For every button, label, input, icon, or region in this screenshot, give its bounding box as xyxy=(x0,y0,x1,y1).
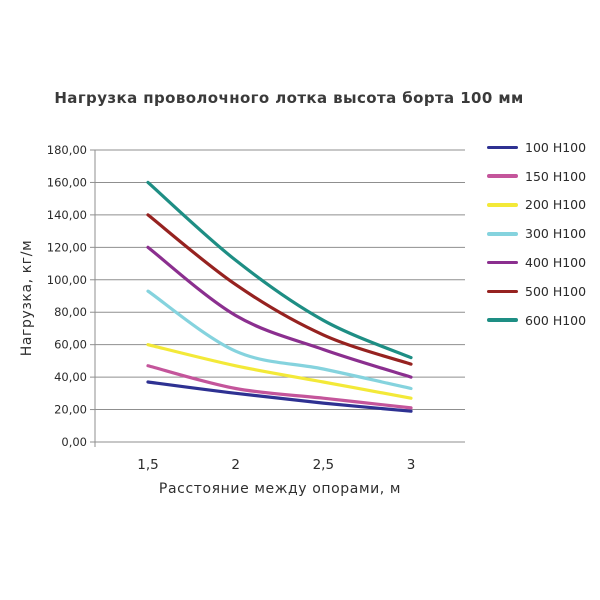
legend-label: 400 H100 xyxy=(525,255,587,271)
x-tick-label: 3 xyxy=(407,457,416,473)
x-tick-label: 2 xyxy=(231,457,240,473)
legend-item: 150 H100 xyxy=(487,162,586,191)
legend-label: 100 H100 xyxy=(525,139,587,155)
legend-item: 600 H100 xyxy=(487,306,586,335)
y-tick-label: 60,00 xyxy=(54,338,87,352)
legend-item: 100 H100 xyxy=(487,133,586,162)
series-line-200-h100 xyxy=(146,343,413,400)
y-tick-label: 40,00 xyxy=(54,370,87,384)
legend-label: 500 H100 xyxy=(525,283,587,299)
series-line-100-h100 xyxy=(146,380,413,413)
legend-item: 500 H100 xyxy=(487,277,586,306)
y-tick-label: 120,00 xyxy=(47,240,87,254)
y-tick-label: 180,00 xyxy=(47,143,87,157)
y-tick-label: 100,00 xyxy=(47,273,87,287)
legend-swatch xyxy=(487,318,518,322)
y-tick-label: 20,00 xyxy=(54,403,87,417)
y-tick-label: 0,00 xyxy=(61,435,87,449)
legend-swatch xyxy=(487,203,518,207)
y-tick-label: 160,00 xyxy=(47,175,87,189)
x-tick-label: 2,5 xyxy=(313,457,334,473)
legend-label: 300 H100 xyxy=(525,226,587,242)
legend-item: 400 H100 xyxy=(487,248,586,277)
series-line-150-h100 xyxy=(146,364,413,410)
legend: 100 H100 150 H100 200 H100 300 H100 400 H100… xyxy=(487,133,586,335)
x-axis-title: Расстояние между опорами, м xyxy=(158,481,402,497)
legend-swatch xyxy=(487,174,518,178)
legend-label: 600 H100 xyxy=(525,312,587,328)
series-line-400-h100 xyxy=(146,245,413,379)
legend-label: 150 H100 xyxy=(525,168,587,184)
legend-swatch xyxy=(487,231,518,236)
legend-swatch xyxy=(487,145,518,150)
series-line-600-h100 xyxy=(146,180,413,360)
legend-swatch xyxy=(487,289,518,294)
legend-label: 200 H100 xyxy=(525,197,587,213)
legend-item: 200 H100 xyxy=(487,191,586,220)
series-line-300-h100 xyxy=(146,289,413,391)
series-line-500-h100 xyxy=(146,213,413,366)
legend-item: 300 H100 xyxy=(487,219,586,248)
legend-swatch xyxy=(487,260,518,265)
y-tick-label: 80,00 xyxy=(54,305,87,319)
y-tick-label: 140,00 xyxy=(47,208,87,222)
chart-title: Нагрузка проволочного лотка высота борта… xyxy=(54,89,524,107)
x-tick-label: 1,5 xyxy=(137,457,158,473)
